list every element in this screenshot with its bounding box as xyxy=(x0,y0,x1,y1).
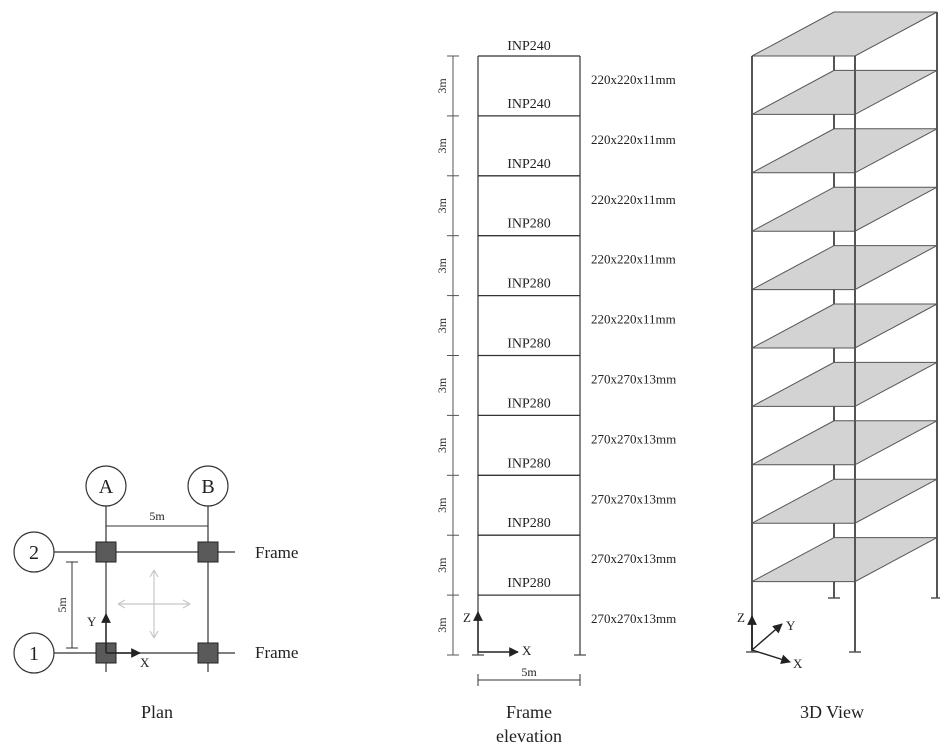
column-section-label: 220x220x11mm xyxy=(591,72,676,87)
3d-axis-y-arrow-icon xyxy=(751,623,783,651)
plan-frame-label-top: Frame xyxy=(255,543,298,562)
plan-caption: Plan xyxy=(141,702,173,722)
beam-section-label: INP240 xyxy=(507,39,551,54)
column-section-label: 270x270x13mm xyxy=(591,551,676,566)
plan-column-b2 xyxy=(197,541,219,563)
3d-floor-slab xyxy=(751,537,938,583)
3d-floor-slab xyxy=(751,245,938,291)
column-section-label: 270x270x13mm xyxy=(591,491,676,506)
beam-section-label: INP280 xyxy=(507,576,551,591)
elevation-span-dimension: 5m xyxy=(477,665,581,686)
plan-axis-y-label: Y xyxy=(87,614,97,629)
3d-axis-x-arrow-icon xyxy=(751,649,791,665)
elevation-caption-line2: elevation xyxy=(496,726,562,746)
plan-depth-label: 5m xyxy=(55,597,69,613)
elevation-axis-x-label: X xyxy=(522,643,532,658)
beam-section-label: INP280 xyxy=(507,217,551,232)
3d-floor-slab xyxy=(751,361,938,407)
storey-height-label: 3m xyxy=(435,138,449,154)
grid-label-b: B xyxy=(201,476,214,498)
storey-height-label: 3m xyxy=(435,497,449,513)
3d-floor-slab xyxy=(751,478,938,524)
3d-axis-z-label: Z xyxy=(737,610,745,625)
beam-section-label: INP280 xyxy=(507,516,551,531)
beam-section-label: INP280 xyxy=(507,277,551,292)
storey-height-label: 3m xyxy=(435,437,449,453)
column-section-label: 220x220x11mm xyxy=(591,192,676,207)
plan-depth-dimension: 5m xyxy=(55,561,78,649)
plan-view: A B 2 1 5m 5m xyxy=(13,465,298,722)
column-section-label: 220x220x11mm xyxy=(591,312,676,327)
column-section-label: 220x220x11mm xyxy=(591,132,676,147)
storey-height-label: 3m xyxy=(435,377,449,393)
3d-axis-x-label: X xyxy=(793,656,803,671)
3d-view: Z Y X 3D View xyxy=(737,11,940,722)
beam-section-label: INP240 xyxy=(507,157,551,172)
beam-section-label: INP280 xyxy=(507,396,551,411)
storey-height-label: 3m xyxy=(435,78,449,94)
beam-section-label: INP280 xyxy=(507,337,551,352)
grid-bubble-a: A xyxy=(85,465,127,507)
storey-height-label: 3m xyxy=(435,197,449,213)
plan-span-label: 5m xyxy=(149,509,165,523)
3d-floor-slab xyxy=(751,303,938,349)
3d-floor-slab xyxy=(751,69,938,115)
column-section-label: 220x220x11mm xyxy=(591,252,676,267)
storey-height-label: 3m xyxy=(435,617,449,633)
3d-floor-slab xyxy=(751,128,938,174)
grid-bubble-b: B xyxy=(187,465,229,507)
grid-bubble-2: 2 xyxy=(13,531,55,573)
frame-elevation: INP240 INP240 INP240 INP280 INP280 INP280 INP2… xyxy=(435,39,676,746)
column-section-label: 270x270x13mm xyxy=(591,431,676,446)
plan-frame-label-bottom: Frame xyxy=(255,643,298,662)
3d-view-caption: 3D View xyxy=(800,702,864,722)
elevation-span-label: 5m xyxy=(521,665,537,679)
plan-column-b1 xyxy=(197,642,219,664)
storey-height-label: 3m xyxy=(435,257,449,273)
beam-section-label: INP240 xyxy=(507,97,551,112)
storey-height-label: 3m xyxy=(435,317,449,333)
grid-label-1: 1 xyxy=(29,643,39,665)
storey-height-label: 3m xyxy=(435,557,449,573)
3d-axis-y-label: Y xyxy=(786,618,796,633)
column-section-label: 270x270x13mm xyxy=(591,372,676,387)
column-section-label: 270x270x13mm xyxy=(591,611,676,626)
plan-axis-x-label: X xyxy=(140,655,150,670)
3d-floor-slab xyxy=(751,186,938,232)
grid-label-a: A xyxy=(99,476,114,498)
grid-label-2: 2 xyxy=(29,542,39,564)
3d-axes: Z Y X xyxy=(737,610,803,671)
plan-column-a2 xyxy=(95,541,117,563)
elevation-axis-z-label: Z xyxy=(463,610,471,625)
grid-bubble-1: 1 xyxy=(13,632,55,674)
3d-floor-slab xyxy=(751,11,938,57)
plan-center-cross-icon xyxy=(117,569,191,639)
3d-floor-slab xyxy=(751,420,938,466)
plan-span-dimension: 5m xyxy=(105,509,209,532)
beam-section-label: INP280 xyxy=(507,456,551,471)
elevation-caption-line1: Frame xyxy=(506,702,552,722)
